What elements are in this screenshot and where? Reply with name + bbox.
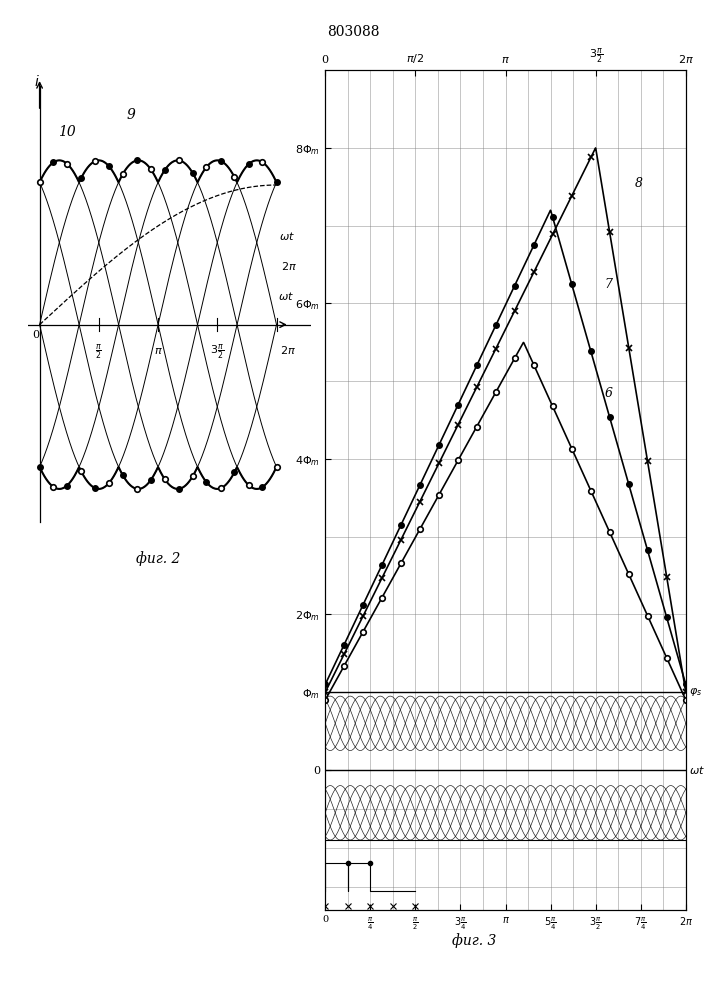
Text: $\omega t$: $\omega t$ [279, 290, 294, 302]
Text: $\omega t$: $\omega t$ [689, 764, 705, 776]
Text: $\pi$: $\pi$ [153, 346, 163, 356]
Text: $i$: $i$ [34, 74, 40, 89]
Text: $\frac{\pi}{2}$: $\frac{\pi}{2}$ [95, 342, 103, 361]
Text: $\varphi_s$: $\varphi_s$ [689, 686, 702, 698]
Text: $2\pi$: $2\pi$ [279, 344, 296, 356]
Text: $2\pi$: $2\pi$ [281, 260, 298, 272]
Text: фиг. 3: фиг. 3 [452, 933, 496, 948]
Text: 10: 10 [59, 125, 76, 139]
Text: 8: 8 [636, 177, 643, 190]
Text: 803088: 803088 [327, 25, 380, 39]
Text: фиг. 2: фиг. 2 [136, 551, 180, 566]
Text: $3\frac{\pi}{2}$: $3\frac{\pi}{2}$ [210, 342, 224, 361]
Text: 9: 9 [127, 108, 135, 122]
Text: $\omega t$: $\omega t$ [279, 230, 296, 242]
Text: 7: 7 [604, 278, 613, 291]
Text: 6: 6 [604, 387, 613, 400]
Text: 0: 0 [32, 330, 39, 340]
